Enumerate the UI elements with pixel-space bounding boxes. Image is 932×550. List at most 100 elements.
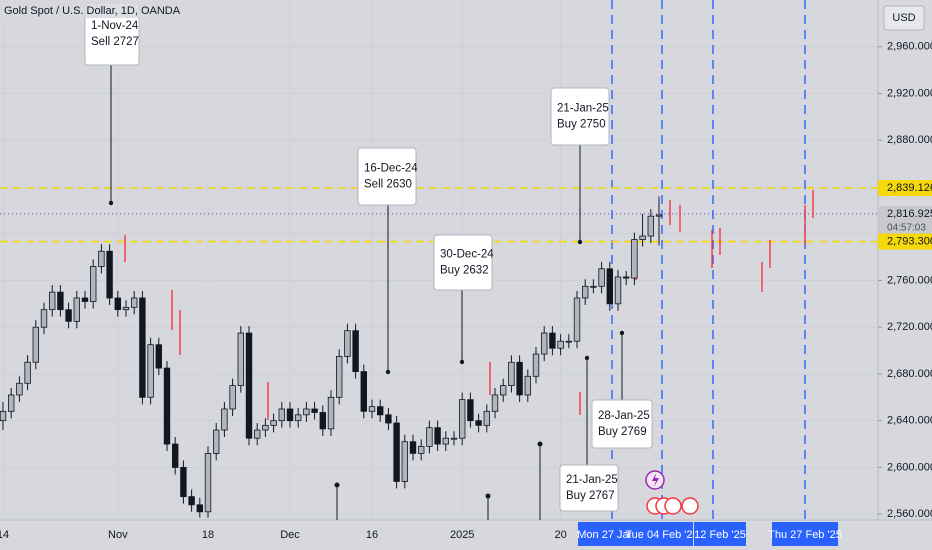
annotation-date: 1-Nov-24 xyxy=(91,20,139,32)
date-label: 12 Feb '25 xyxy=(694,529,746,541)
candle-body xyxy=(327,396,335,430)
callout-dot xyxy=(108,200,114,206)
y-tick-label: 2,880.000 xyxy=(887,134,932,146)
candle-body xyxy=(32,326,39,363)
candle-body xyxy=(98,250,105,267)
candle-body xyxy=(483,410,490,426)
candle-body xyxy=(262,424,269,431)
candle-body xyxy=(130,297,138,308)
candle-body xyxy=(565,340,572,343)
candle-body xyxy=(573,297,581,342)
candle-body xyxy=(499,385,507,396)
candle-body xyxy=(229,385,236,410)
vertical-lines xyxy=(611,0,806,520)
candle-body xyxy=(163,367,171,445)
candle-body xyxy=(171,443,179,468)
candle-body xyxy=(245,332,253,439)
annotation-box xyxy=(550,87,610,146)
date-label-box xyxy=(772,522,838,546)
candle-body xyxy=(204,452,212,513)
candle-body xyxy=(393,422,400,482)
callout-dot xyxy=(459,359,465,365)
x-tick-label: Nov xyxy=(108,529,128,541)
candle-body xyxy=(40,309,48,328)
event-bolt xyxy=(652,473,659,487)
y-tick-label: 2,680.000 xyxy=(887,368,932,380)
candle-body xyxy=(319,412,326,430)
chart-title: Gold Spot / U.S. Dollar, 1D, OANDA xyxy=(4,5,181,17)
price-label: 2,816.925 xyxy=(887,208,932,220)
price-label: 2,839.126 xyxy=(887,182,932,194)
candle-body xyxy=(221,408,228,431)
candle-body xyxy=(49,291,56,311)
candle-body xyxy=(270,420,277,426)
annotation-text: Buy 2767 xyxy=(566,490,615,502)
axes: 2,560.000 2,600.000 2,640.000 2,680.000 2,72… xyxy=(0,41,932,546)
candle-body xyxy=(81,297,89,302)
candle-body xyxy=(655,214,663,217)
candle-body xyxy=(65,309,72,322)
candle-body xyxy=(458,399,466,439)
candle-body xyxy=(212,429,220,454)
event-flag[interactable] xyxy=(681,497,699,515)
event-icons xyxy=(645,470,699,515)
annotations: 1-Nov-24 Sell 2727 16-Dec-24 Sell 2630 30-De… xyxy=(84,2,653,512)
y-tick-label: 2,560.000 xyxy=(887,508,932,520)
marker-dot xyxy=(334,482,340,488)
annotation-date: 28-Jan-25 xyxy=(598,410,650,422)
candle-body xyxy=(237,332,244,387)
candle-body xyxy=(541,332,548,355)
y-tick-label: 2,960.000 xyxy=(887,41,932,53)
candle-body xyxy=(139,297,146,398)
candle-body xyxy=(335,356,343,398)
currency: USD xyxy=(892,12,915,24)
candle-body xyxy=(368,406,376,412)
candle-body xyxy=(491,394,499,412)
annotation-box xyxy=(591,399,653,449)
candle-body xyxy=(614,276,622,305)
callout-dot xyxy=(385,369,391,375)
candle-body xyxy=(196,504,203,513)
marker-dot xyxy=(485,493,491,499)
callout-dot xyxy=(577,239,583,245)
candle-body xyxy=(155,344,162,369)
candle-body xyxy=(253,429,261,439)
date-label-box xyxy=(694,522,746,546)
annotation-text: Buy 2769 xyxy=(598,426,647,438)
candle-body xyxy=(549,332,556,349)
y-tick-label: 2,760.000 xyxy=(887,274,932,286)
y-tick-label: 2,920.000 xyxy=(887,87,932,99)
candle-body xyxy=(90,266,97,302)
candles xyxy=(0,196,663,518)
candle-body xyxy=(188,496,195,506)
annotation-text: Buy 2632 xyxy=(440,265,489,277)
candle-body xyxy=(582,285,589,299)
candle-body xyxy=(7,394,15,412)
candle-body xyxy=(24,361,31,384)
candle-body xyxy=(590,285,597,288)
price-label-box xyxy=(878,205,932,236)
candle-body xyxy=(532,353,540,377)
candle-body xyxy=(606,268,613,305)
currency-box[interactable] xyxy=(883,5,925,31)
date-label: Tue 04 Feb '25 xyxy=(625,529,698,541)
candle-body xyxy=(639,235,646,240)
x-tick-label: 16 xyxy=(366,529,378,541)
candle-body xyxy=(557,340,564,349)
annotation-box xyxy=(559,464,619,512)
price-label: 2,793.300 xyxy=(887,235,932,247)
callout-dot xyxy=(584,355,590,361)
price-lines xyxy=(0,187,878,243)
annotation-box xyxy=(357,147,417,206)
candle-body xyxy=(475,420,482,426)
candle-body xyxy=(57,291,64,311)
date-label: Mon 27 Jan xyxy=(577,529,634,541)
candle-body xyxy=(278,408,285,422)
price-axis-bg xyxy=(878,0,932,550)
candle-body xyxy=(631,239,638,279)
price-label-box xyxy=(878,233,932,250)
candle-body xyxy=(426,427,433,447)
countdown: 04:57:03 xyxy=(887,223,926,234)
annotation-date: 30-Dec-24 xyxy=(440,249,494,261)
event-flag[interactable] xyxy=(664,497,682,515)
